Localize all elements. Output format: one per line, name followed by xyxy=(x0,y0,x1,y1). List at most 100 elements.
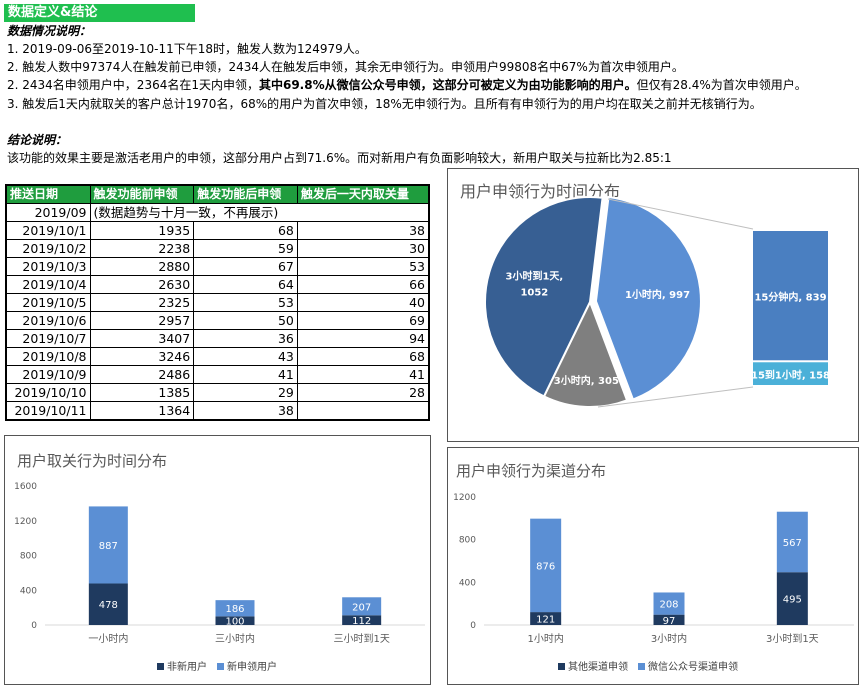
legend-swatch xyxy=(638,663,645,670)
header-before: 触发功能前申领 xyxy=(89,184,195,204)
data-line-4: 3. 触发后1天内就取关的客户总计1970名，68%的用户为首次申领，18%无申… xyxy=(7,97,762,111)
cell-after: 59 xyxy=(193,239,298,258)
bar-segment xyxy=(776,572,808,625)
bar-segment xyxy=(215,616,255,625)
header-unfollow: 触发后一天内取关量 xyxy=(296,184,430,204)
legend-label: 新申领用户 xyxy=(227,660,277,673)
cell-unfollow: 40 xyxy=(296,293,430,312)
bar-data-label: 478 xyxy=(99,600,118,611)
legend-label: 其他渠道申领 xyxy=(568,660,628,673)
bar-data-label: 207 xyxy=(352,602,371,613)
breakout-segment xyxy=(753,231,828,361)
y-tick-label: 400 xyxy=(20,586,37,596)
note-text: (数据趋势与十月一致，不再展示) xyxy=(89,203,430,222)
cell-unfollow: 69 xyxy=(296,311,430,330)
cell-before: 1385 xyxy=(89,383,195,402)
y-tick-label: 0 xyxy=(470,621,476,631)
bar-segment xyxy=(215,600,255,617)
y-tick-label: 1200 xyxy=(453,493,476,503)
y-tick-label: 1600 xyxy=(14,482,37,492)
cell-after: 50 xyxy=(193,311,298,330)
cell-before: 2486 xyxy=(89,365,195,384)
bar-data-label: 567 xyxy=(783,538,802,549)
cell-unfollow: 28 xyxy=(296,383,430,402)
cell-after: 68 xyxy=(193,221,298,240)
table-row: 2019/10/1 1935 68 38 xyxy=(5,221,430,240)
cell-after: 43 xyxy=(193,347,298,366)
bar-segment xyxy=(530,612,562,625)
table-row: 2019/10/9 2486 41 41 xyxy=(5,365,430,384)
table-row: 2019/10/8 3246 43 68 xyxy=(5,347,430,366)
breakout-connector xyxy=(597,386,754,408)
channel-chart-panel: 用户申领行为渠道分布 0 400 800 1200 121 876 1小时内 97 208 3小时… xyxy=(447,447,859,685)
table-row: 2019/10/10 1385 29 28 xyxy=(5,383,430,402)
table-note-row: 2019/09 (数据趋势与十月一致，不再展示) xyxy=(5,203,430,222)
pie-slice-value: 1052 xyxy=(520,288,548,299)
legend-swatch xyxy=(157,663,164,670)
cell-unfollow: 41 xyxy=(296,365,430,384)
cell-date: 2019/10/5 xyxy=(5,293,91,312)
y-tick-label: 0 xyxy=(31,621,37,631)
data-line-3-bold: 其中69.8%从微信公众号申领，这部分可被定义为由功能影响的用户。 xyxy=(258,78,637,92)
legend-swatch xyxy=(217,663,224,670)
cell-before: 2880 xyxy=(89,257,195,276)
bar-segment xyxy=(88,506,128,584)
cell-date: 2019/10/10 xyxy=(5,383,91,402)
cell-after: 53 xyxy=(193,293,298,312)
unfollow-chart-title: 用户取关行为时间分布 xyxy=(17,452,167,470)
y-tick-label: 400 xyxy=(459,578,476,588)
cell-date: 2019/10/2 xyxy=(5,239,91,258)
header-after: 触发功能后申领 xyxy=(193,184,298,204)
data-table: 推送日期 触发功能前申领 触发功能后申领 触发后一天内取关量 2019/09 (… xyxy=(5,184,430,421)
x-tick-label: 3小时内 xyxy=(651,632,687,645)
table-row: 2019/10/11 1364 38 xyxy=(5,401,430,421)
breakout-connector xyxy=(607,198,754,230)
y-tick-label: 800 xyxy=(20,552,37,562)
cell-date: 2019/10/6 xyxy=(5,311,91,330)
bar-data-label: 887 xyxy=(99,541,118,552)
x-tick-label: 一小时内 xyxy=(88,632,128,645)
bar-data-label: 208 xyxy=(659,600,678,611)
unfollow-chart: 用户取关行为时间分布 0 400 800 1200 1600 478 887 一小时内 100 1… xyxy=(14,452,425,673)
bar-data-label: 186 xyxy=(225,604,244,615)
pie-slice-label: 3小时到1天, xyxy=(506,270,564,283)
cell-unfollow: 38 xyxy=(296,221,430,240)
cell-date: 2019/10/3 xyxy=(5,257,91,276)
table-row: 2019/10/4 2630 64 66 xyxy=(5,275,430,294)
pie-chart-title: 用户申领行为时间分布 xyxy=(460,182,620,201)
channel-chart-title: 用户申领行为渠道分布 xyxy=(456,462,606,480)
cell-before: 2957 xyxy=(89,311,195,330)
cell-after: 29 xyxy=(193,383,298,402)
pie-slice-label: 1小时内, 997 xyxy=(625,288,690,301)
cell-after: 36 xyxy=(193,329,298,348)
table-row: 2019/10/6 2957 50 69 xyxy=(5,311,430,330)
header-date: 推送日期 xyxy=(5,184,91,204)
table-row: 2019/10/3 2880 67 53 xyxy=(5,257,430,276)
cell-date: 2019/10/1 xyxy=(5,221,91,240)
data-line-2: 2. 触发人数中97374人在触发前已申领，2434人在触发后申领，其余无申领行… xyxy=(7,60,684,74)
cell-date: 2019/10/9 xyxy=(5,365,91,384)
breakout-label: 15分钟内, 839 xyxy=(754,291,826,304)
legend-label: 非新用户 xyxy=(167,660,207,673)
pie-chart-panel: 用户申领行为时间分布 1小时内, 997 3小时内, 305 3小时到1天, 1052… xyxy=(447,168,859,442)
pie-slice xyxy=(484,196,604,398)
bar-data-label: 100 xyxy=(225,617,244,628)
cell-unfollow: 94 xyxy=(296,329,430,348)
cell-unfollow: 30 xyxy=(296,239,430,258)
legend-swatch xyxy=(558,663,565,670)
cell-date: 2019/10/8 xyxy=(5,347,91,366)
cell-before: 2325 xyxy=(89,293,195,312)
cell-date: 2019/10/4 xyxy=(5,275,91,294)
bar-segment xyxy=(342,597,382,616)
bar-segment xyxy=(530,518,562,613)
table-row: 2019/10/5 2325 53 40 xyxy=(5,293,430,312)
cell-before: 3246 xyxy=(89,347,195,366)
breakout-segment xyxy=(753,362,828,385)
cell-before: 3407 xyxy=(89,329,195,348)
data-line-3-a: 2. 2434名申领用户中，2364名在1天内申领， xyxy=(7,78,259,92)
cell-after: 64 xyxy=(193,275,298,294)
data-heading: 数据情况说明： xyxy=(7,24,92,38)
cell-before: 1935 xyxy=(89,221,195,240)
section-title: 数据定义&结论 xyxy=(4,4,195,22)
breakout-label: 15到1小时, 158 xyxy=(751,369,830,382)
